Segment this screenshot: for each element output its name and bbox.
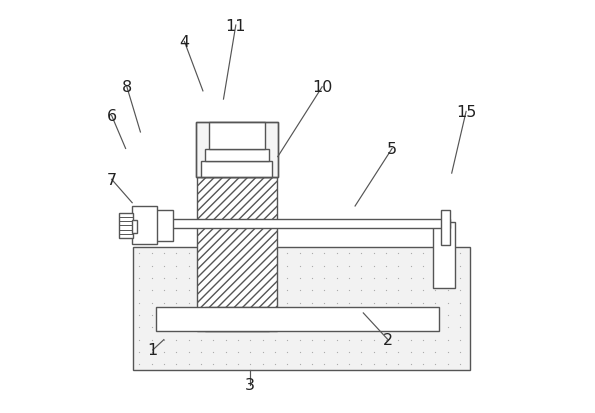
Text: 8: 8 bbox=[122, 80, 132, 95]
Bar bbox=[132, 206, 157, 244]
Text: 6: 6 bbox=[107, 109, 117, 124]
Bar bbox=[209, 122, 265, 150]
Bar bbox=[441, 211, 450, 245]
Text: 4: 4 bbox=[179, 35, 189, 50]
Text: 3: 3 bbox=[245, 377, 255, 392]
Text: 10: 10 bbox=[312, 80, 333, 95]
Bar bbox=[132, 221, 137, 233]
Bar bbox=[197, 178, 277, 332]
Bar bbox=[205, 150, 269, 161]
Text: 1: 1 bbox=[148, 343, 158, 358]
Bar bbox=[205, 307, 269, 332]
Bar bbox=[132, 219, 450, 228]
Bar bbox=[133, 247, 470, 370]
Bar bbox=[196, 122, 278, 178]
Bar bbox=[433, 223, 455, 289]
Text: 2: 2 bbox=[383, 332, 393, 347]
Bar bbox=[156, 307, 439, 332]
Bar bbox=[196, 122, 278, 178]
Text: 11: 11 bbox=[226, 19, 246, 33]
Bar bbox=[156, 211, 173, 241]
Text: 7: 7 bbox=[107, 172, 117, 188]
Text: 5: 5 bbox=[387, 142, 397, 157]
Bar bbox=[201, 161, 273, 178]
Text: 15: 15 bbox=[456, 104, 476, 120]
Bar bbox=[118, 213, 133, 238]
